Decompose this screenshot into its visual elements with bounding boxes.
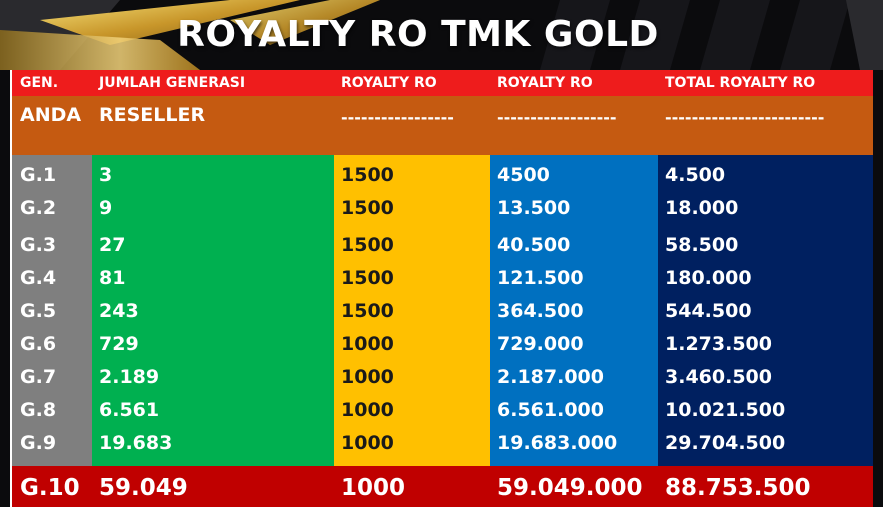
row-royalty-ro: 1000 <box>341 399 394 421</box>
footer-jumlah: 59.049 <box>99 475 188 501</box>
footer-royalty-ro-2: 59.049.000 <box>497 475 643 501</box>
gold-ribbon-lower <box>0 30 200 70</box>
row-gen: G.1 <box>20 164 57 186</box>
row-total: 58.500 <box>665 234 739 256</box>
row-jumlah: 729 <box>99 333 139 355</box>
row-total: 4.500 <box>665 164 726 186</box>
row-royalty-ro-2: 4500 <box>497 164 550 186</box>
subheader-total-dashes: ------------------------ <box>665 108 825 127</box>
row-royalty-ro: 1000 <box>341 333 394 355</box>
footer-gen: G.10 <box>20 475 80 501</box>
row-total: 544.500 <box>665 300 752 322</box>
row-jumlah: 81 <box>99 267 126 289</box>
page-title: ROYALTY RO TMK GOLD <box>177 14 659 55</box>
row-gen: G.4 <box>20 267 57 289</box>
footer-row <box>12 466 873 507</box>
header-row <box>12 70 873 96</box>
subheader-ro1-dashes: ----------------- <box>341 108 454 127</box>
row-royalty-ro: 1500 <box>341 234 394 256</box>
total-column-bg <box>658 155 873 466</box>
royalty-table: GEN. JUMLAH GENERASI ROYALTY RO ROYALTY … <box>10 70 873 507</box>
header-gen: GEN. <box>20 75 59 91</box>
row-royalty-ro-2: 6.561.000 <box>497 399 604 421</box>
row-jumlah: 9 <box>99 197 113 219</box>
row-royalty-ro-2: 40.500 <box>497 234 571 256</box>
row-total: 180.000 <box>665 267 752 289</box>
row-total: 1.273.500 <box>665 333 772 355</box>
row-royalty-ro-2: 364.500 <box>497 300 584 322</box>
row-royalty-ro: 1500 <box>341 267 394 289</box>
row-gen: G.6 <box>20 333 57 355</box>
header-total-royalty-ro: TOTAL ROYALTY RO <box>665 75 816 91</box>
row-gen: G.9 <box>20 432 57 454</box>
gen-column-bg <box>12 155 92 466</box>
row-royalty-ro-2: 121.500 <box>497 267 584 289</box>
row-total: 10.021.500 <box>665 399 786 421</box>
row-royalty-ro: 1500 <box>341 300 394 322</box>
jumlah-column-bg <box>92 155 334 466</box>
row-gen: G.7 <box>20 366 57 388</box>
subheader-ro2-dashes: ------------------ <box>497 108 617 127</box>
row-total: 3.460.500 <box>665 366 772 388</box>
row-royalty-ro: 1500 <box>341 197 394 219</box>
footer-royalty-ro: 1000 <box>341 475 406 501</box>
row-jumlah: 27 <box>99 234 126 256</box>
row-royalty-ro-2: 19.683.000 <box>497 432 618 454</box>
row-total: 29.704.500 <box>665 432 786 454</box>
row-total: 18.000 <box>665 197 739 219</box>
header-royalty-ro-2: ROYALTY RO <box>497 75 593 91</box>
footer-total: 88.753.500 <box>665 475 811 501</box>
header-royalty-ro: ROYALTY RO <box>341 75 437 91</box>
subheader-row <box>12 96 873 155</box>
subheader-reseller: RESELLER <box>99 104 206 126</box>
row-royalty-ro-2: 729.000 <box>497 333 584 355</box>
gold-ribbon-main <box>40 0 300 45</box>
row-gen: G.3 <box>20 234 57 256</box>
gold-ribbon-right <box>230 0 380 45</box>
subheader-anda: ANDA <box>20 104 82 126</box>
row-jumlah: 19.683 <box>99 432 173 454</box>
royalty-ro-2-column-bg <box>490 155 658 466</box>
row-royalty-ro: 1500 <box>341 164 394 186</box>
row-gen: G.2 <box>20 197 57 219</box>
row-royalty-ro-2: 2.187.000 <box>497 366 604 388</box>
row-royalty-ro-2: 13.500 <box>497 197 571 219</box>
row-jumlah: 243 <box>99 300 139 322</box>
row-royalty-ro: 1000 <box>341 366 394 388</box>
row-jumlah: 2.189 <box>99 366 160 388</box>
row-royalty-ro: 1000 <box>341 432 394 454</box>
row-jumlah: 6.561 <box>99 399 160 421</box>
row-jumlah: 3 <box>99 164 113 186</box>
row-gen: G.8 <box>20 399 57 421</box>
royalty-ro-column-bg <box>334 155 490 466</box>
header-jumlah-generasi: JUMLAH GENERASI <box>99 75 246 91</box>
row-gen: G.5 <box>20 300 57 322</box>
table-body <box>12 155 873 466</box>
